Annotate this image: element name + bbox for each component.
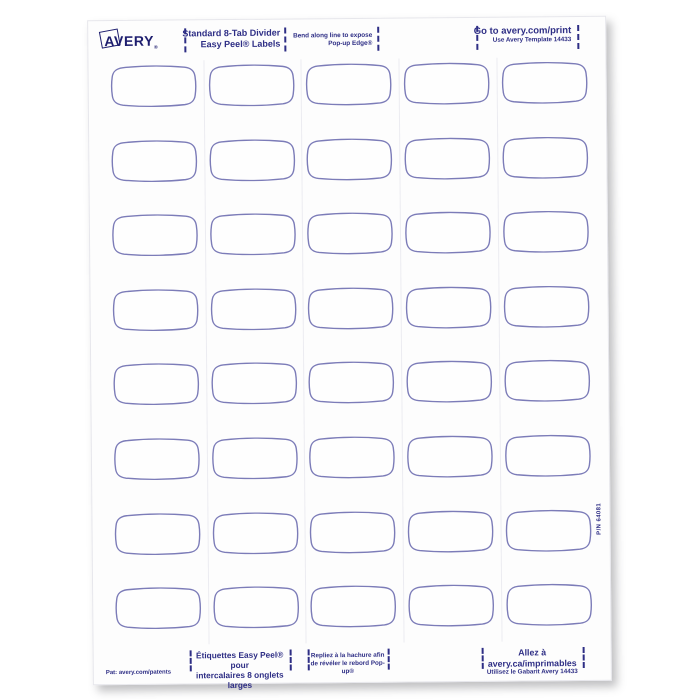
divider-label xyxy=(501,135,589,179)
divider-label xyxy=(309,585,397,629)
divider-label xyxy=(308,436,396,480)
header-bend-instruction: Bend along line to expose Pop-up Edge® xyxy=(293,32,372,49)
footer-web-info-fr: Allez à avery.ca/imprimables Utilisez le… xyxy=(484,647,581,677)
divider-label xyxy=(502,285,590,329)
registered-mark: ® xyxy=(154,44,158,51)
divider-label xyxy=(503,359,591,403)
fold-line-dash xyxy=(289,649,292,671)
divider-label xyxy=(208,138,296,182)
footer-bend-instruction-fr: Repliez à la hachure afin de révéler le … xyxy=(310,652,386,677)
divider-label xyxy=(406,509,494,553)
divider-label xyxy=(406,435,494,479)
divider-label xyxy=(211,511,299,555)
header-web-info: Go to avery.com/print Use Avery Template… xyxy=(474,25,572,45)
fold-line-dash xyxy=(582,646,585,668)
divider-label xyxy=(407,584,495,628)
divider-label xyxy=(505,583,593,627)
divider-label xyxy=(209,287,297,331)
divider-label xyxy=(309,510,397,554)
divider-label xyxy=(210,362,298,406)
divider-label xyxy=(504,508,592,552)
divider-label xyxy=(307,361,395,405)
divider-label xyxy=(112,363,200,407)
divider-label xyxy=(404,211,492,255)
part-number-text: P/N 64081 xyxy=(596,502,603,535)
avery-logo-text: AVERY xyxy=(104,32,155,50)
footer-title-fr-line2: intercalaires 8 onglets larges xyxy=(195,669,284,691)
divider-label xyxy=(113,437,201,481)
divider-label xyxy=(111,288,199,332)
fold-line-dash xyxy=(387,648,390,670)
divider-label xyxy=(207,63,295,107)
divider-label xyxy=(212,586,300,630)
footer-web-url-fr: Allez à avery.ca/imprimables xyxy=(487,647,577,669)
label-grid xyxy=(110,61,594,630)
divider-label xyxy=(403,136,491,180)
divider-label xyxy=(110,64,198,108)
divider-label xyxy=(500,61,588,105)
divider-label xyxy=(110,139,198,183)
header-product-title: Standard 8-Tab Divider Easy Peel® Labels xyxy=(182,28,280,51)
patent-text: Pat: avery.com/patents xyxy=(105,669,172,677)
divider-label xyxy=(208,213,296,257)
divider-label xyxy=(306,137,394,181)
divider-label xyxy=(405,360,493,404)
footer-title-fr-line1: Étiquettes Easy Peel® pour xyxy=(195,649,284,671)
fold-line-dash xyxy=(577,24,580,49)
divider-label xyxy=(405,286,493,330)
header-web-url: Go to avery.com/print xyxy=(473,25,572,37)
fold-line-dash xyxy=(189,650,192,672)
divider-label xyxy=(307,286,395,330)
fold-line-dash xyxy=(377,26,380,51)
divider-label xyxy=(306,212,394,256)
footer-product-title-fr: Étiquettes Easy Peel® pour intercalaires… xyxy=(193,650,287,691)
divider-label xyxy=(502,210,590,254)
header-bend-line2: Pop-up Edge® xyxy=(328,39,373,48)
divider-label xyxy=(503,434,591,478)
divider-label xyxy=(113,512,201,556)
footer-bend-fr-line2: de révéler le rebord Pop-up® xyxy=(310,659,385,676)
header-product-title-line1: Standard 8-Tab Divider xyxy=(182,27,281,39)
fold-line-dash xyxy=(284,27,287,52)
divider-label xyxy=(305,63,393,107)
footer-template-number-fr: Utilisez le Gabarit Avery 14433 xyxy=(486,668,578,676)
header-product-title-line2: Easy Peel® Labels xyxy=(200,38,281,50)
divider-label xyxy=(114,586,202,630)
divider-label xyxy=(403,62,491,106)
avery-logo: AVERY® xyxy=(98,28,158,51)
divider-label xyxy=(210,436,298,480)
header-template-number: Use Avery Template 14433 xyxy=(492,36,572,44)
divider-label xyxy=(111,213,199,257)
label-sheet: AVERY® Standard 8-Tab Divider Easy Peel®… xyxy=(87,15,612,690)
